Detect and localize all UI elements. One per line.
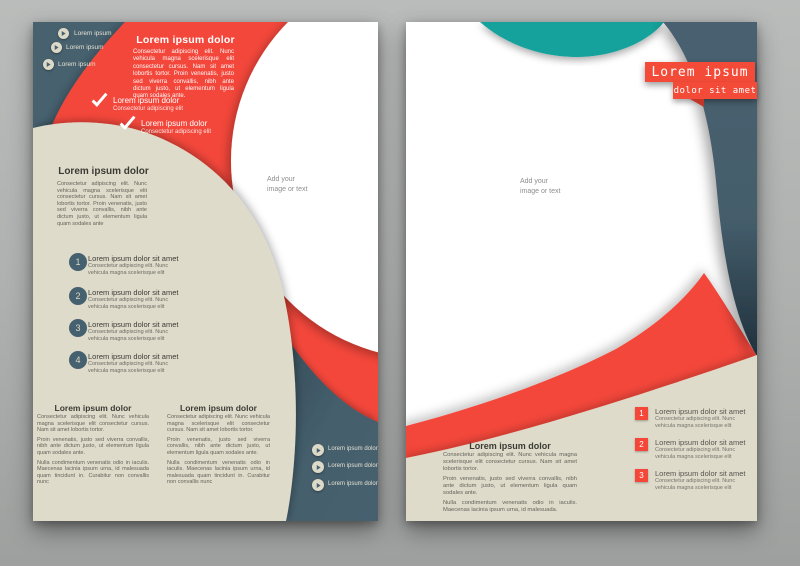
number-square-badge: 1 xyxy=(635,407,648,420)
bottom-column-heading: Lorem ipsum dolor xyxy=(180,403,257,413)
numbered-item-title: Lorem ipsum dolor sit amet xyxy=(88,320,179,329)
placeholder-line1: Add your xyxy=(267,176,296,183)
paragraph: Proin venenatis, justo sed viverra conva… xyxy=(443,476,577,496)
placeholder-line1: Add your xyxy=(520,178,549,185)
number-circle-badge: 3 xyxy=(69,319,87,337)
banner-fold xyxy=(690,99,704,107)
side-link-label: Lorem ipsum dolor xyxy=(328,481,378,487)
numbered-item-title: Lorem ipsum dolor sit amet xyxy=(88,352,179,361)
image-placeholder-text: Add your image or text xyxy=(520,177,560,197)
numbered-item-subtitle: Consectetur adipiscing elit. Nunc vehicu… xyxy=(88,361,169,374)
check-item-title: Lorem ipsum dolor xyxy=(141,119,208,128)
numbered-item-title: Lorem ipsum dolor sit amet xyxy=(655,469,746,478)
bottom-section-heading: Lorem ipsum dolor xyxy=(469,441,551,451)
paragraph: Consectetur adipiscing elit. Nunc vehicu… xyxy=(37,414,149,434)
number-circle-badge: 1 xyxy=(69,253,87,271)
arrow-bullet-icon xyxy=(312,444,324,456)
arrow-bullet-icon xyxy=(43,59,54,70)
numbered-item-title: Lorem ipsum dolor sit amet xyxy=(655,438,746,447)
top-link-label: Lorem ipsum xyxy=(74,30,112,37)
right-arrow-icon xyxy=(316,482,321,488)
side-link-label: Lorem ipsum dolor xyxy=(328,446,378,452)
beige-section-heading: Lorem ipsum dolor xyxy=(58,166,149,177)
right-teal-curve-shape xyxy=(480,22,664,57)
paragraph: Consectetur adipiscing elit. Nunc vehicu… xyxy=(443,452,577,472)
subtitle-banner: dolor sit amet xyxy=(673,82,757,99)
title-banner: Lorem ipsum xyxy=(645,62,755,82)
top-link-label: Lorem ipsum xyxy=(66,44,104,51)
numbered-item-title: Lorem ipsum dolor sit amet xyxy=(655,407,746,416)
right-arrow-icon xyxy=(54,45,59,50)
numbered-item-subtitle: Consectetur adipiscing elit. Nunc vehicu… xyxy=(655,416,736,429)
red-section-body: Consectetur adipiscing elit. Nunc vehicu… xyxy=(133,49,234,100)
numbered-item-title: Lorem ipsum dolor sit amet xyxy=(88,254,179,263)
beige-section-body: Consectetur adipiscing elit. Nunc vehicu… xyxy=(57,181,147,227)
top-link-label: Lorem ipsum xyxy=(58,61,96,68)
paragraph: Nulla condimentum venenatis odio in iacu… xyxy=(167,459,270,486)
right-arrow-icon xyxy=(61,31,66,36)
placeholder-line2: image or text xyxy=(267,186,308,193)
paragraph: Proin venenatis, justo sed viverra conva… xyxy=(167,436,270,456)
arrow-bullet-icon xyxy=(312,461,324,473)
checkmark-icon xyxy=(91,92,108,112)
numbered-item-subtitle: Consectetur adipiscing elit. Nunc vehicu… xyxy=(88,297,169,310)
bottom-section-body: Consectetur adipiscing elit. Nunc vehicu… xyxy=(443,452,577,517)
paragraph: Consectetur adipiscing elit. Nunc vehicu… xyxy=(167,414,270,434)
number-square-badge: 2 xyxy=(635,438,648,451)
paragraph: Proin venenatis, justo sed viverra conva… xyxy=(37,436,149,456)
check-item-subtitle: Consectetur adipiscing elit xyxy=(113,106,184,112)
left-page-background-shapes xyxy=(33,22,378,521)
numbered-item-subtitle: Consectetur adipiscing elit. Nunc vehicu… xyxy=(655,447,736,460)
numbered-item-subtitle: Consectetur adipiscing elit. Nunc vehicu… xyxy=(655,478,736,491)
brochure-page-left: Lorem ipsum Lorem ipsum Lorem ipsum Lore… xyxy=(33,22,378,521)
image-placeholder-text: Add your image or text xyxy=(267,175,307,195)
paragraph: Nulla condimentum venenatis odio in iacu… xyxy=(443,500,577,513)
right-beige-bottom-shape xyxy=(406,355,757,521)
right-page-background-shapes xyxy=(406,22,757,521)
right-dark-side-shape xyxy=(663,22,757,356)
numbered-item-subtitle: Consectetur adipiscing elit. Nunc vehicu… xyxy=(88,329,169,342)
arrow-bullet-icon xyxy=(51,42,62,53)
arrow-bullet-icon xyxy=(58,28,69,39)
bottom-column-body: Consectetur adipiscing elit. Nunc vehicu… xyxy=(37,414,149,489)
check-item-subtitle: Consectetur adipiscing elit xyxy=(141,129,212,135)
right-arrow-icon xyxy=(46,62,51,67)
checkmark-icon xyxy=(119,115,136,135)
number-circle-badge: 2 xyxy=(69,287,87,305)
side-link-label: Lorem ipsum dolor xyxy=(328,463,378,469)
bottom-column-heading: Lorem ipsum dolor xyxy=(54,403,132,413)
right-arrow-icon xyxy=(316,447,321,453)
red-section-heading: Lorem ipsum dolor xyxy=(136,34,235,46)
left-beige-curve-shape xyxy=(33,122,296,521)
right-arrow-icon xyxy=(316,464,321,470)
paragraph: Nulla condimentum venenatis odio in iacu… xyxy=(37,459,149,486)
bottom-column-body: Consectetur adipiscing elit. Nunc vehicu… xyxy=(167,414,270,489)
number-square-badge: 3 xyxy=(635,469,648,482)
check-item-title: Lorem ipsum dolor xyxy=(113,96,180,105)
number-circle-badge: 4 xyxy=(69,351,87,369)
arrow-bullet-icon xyxy=(312,479,324,491)
brochure-page-right: Lorem ipsum dolor sit amet Add your imag… xyxy=(406,22,757,521)
placeholder-line2: image or text xyxy=(520,188,561,195)
numbered-item-title: Lorem ipsum dolor sit amet xyxy=(88,288,179,297)
numbered-item-subtitle: Consectetur adipiscing elit. Nunc vehicu… xyxy=(88,263,169,276)
